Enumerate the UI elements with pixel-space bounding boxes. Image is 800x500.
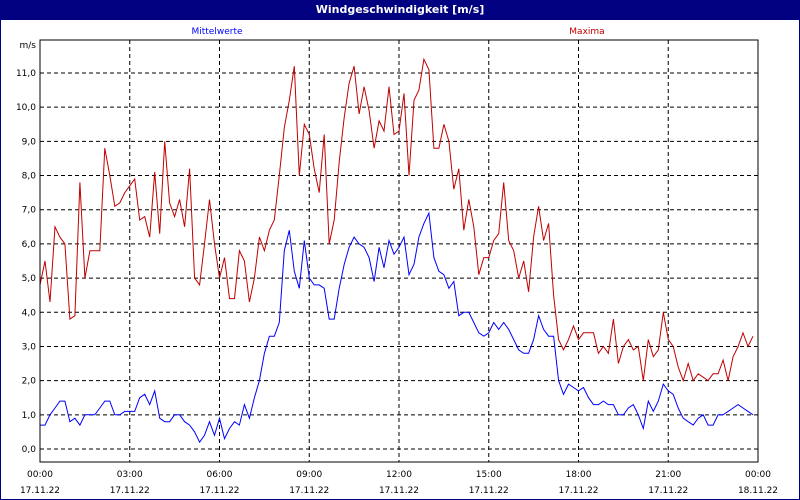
x-tick-date: 17.11.22: [379, 486, 419, 496]
y-tick-label: 7,0: [22, 206, 37, 216]
x-axis-ticks: 00:00 17.11.22 03:00 17.11.22 06:00 17.11.22 0…: [20, 470, 778, 496]
y-tick-label: 6,0: [22, 240, 37, 250]
y-tick-label: 10,0: [16, 103, 36, 113]
x-tick-time: 09:00: [296, 470, 322, 480]
y-axis-ticks: 0,0 1,0 2,0 3,0 4,0 5,0 6,0 7,0 8,0 9,0 10,0 11,0: [16, 69, 36, 455]
series-lines: [39, 57, 754, 444]
x-tick-time: 15:00: [476, 470, 502, 480]
x-tick-time: 03:00: [117, 470, 143, 480]
x-tick-date: 17.11.22: [289, 486, 329, 496]
series-line-maxima: [39, 57, 754, 383]
x-tick-time: 00:00: [27, 470, 53, 480]
x-tick-date: 17.11.22: [199, 486, 239, 496]
y-tick-label: 5,0: [22, 274, 37, 284]
legend-mittelwerte: Mittelwerte: [191, 27, 242, 37]
y-tick-label: 8,0: [22, 172, 37, 182]
x-tick-date: 17.11.22: [469, 486, 509, 496]
x-tick-time: 06:00: [207, 470, 233, 480]
y-tick-label: 0,0: [22, 445, 37, 455]
plot-border: [39, 39, 759, 463]
y-tick-label: 2,0: [22, 377, 37, 387]
y-tick-label: 11,0: [16, 69, 36, 79]
y-axis-unit: m/s: [20, 41, 37, 51]
x-tick-date: 18.11.22: [738, 486, 778, 496]
x-tick-date: 17.11.22: [558, 486, 598, 496]
grid: [40, 40, 758, 462]
x-tick-time: 18:00: [566, 470, 592, 480]
x-tick-date: 17.11.22: [648, 486, 688, 496]
x-tick-date: 17.11.22: [20, 486, 60, 496]
x-tick-time: 12:00: [386, 470, 412, 480]
legend-maxima: Maxima: [569, 27, 604, 37]
x-tick-time: 21:00: [655, 470, 681, 480]
y-tick-label: 1,0: [22, 411, 37, 421]
x-tick-date: 17.11.22: [110, 486, 150, 496]
series-line-mittelwerte: [40, 211, 754, 444]
x-tick-time: 00:00: [745, 470, 771, 480]
y-tick-label: 9,0: [22, 137, 37, 147]
y-tick-label: 4,0: [22, 308, 37, 318]
window-title: Windgeschwindigkeit [m/s]: [0, 0, 800, 20]
y-tick-label: 3,0: [22, 342, 37, 352]
